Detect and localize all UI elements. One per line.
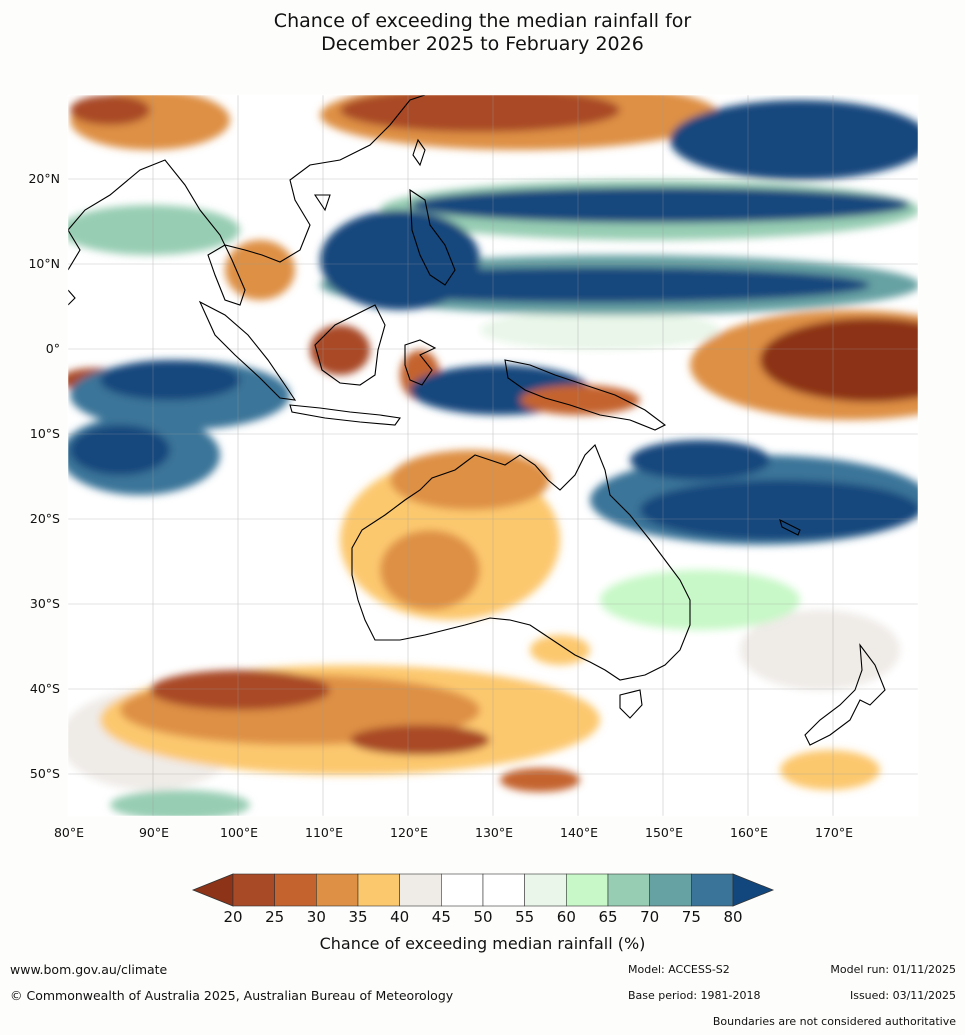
lon-label-120e: 120°E <box>389 825 429 840</box>
colorbar-tick-label: 35 <box>348 908 368 926</box>
lat-label-30s: 30°S <box>29 596 60 611</box>
lat-label-20n: 20°N <box>28 171 60 186</box>
lon-label-130e: 130°E <box>474 825 514 840</box>
map-title: Chance of exceeding the median rainfall … <box>0 10 965 56</box>
footer-model-run: Model run: 01/11/2025 <box>830 963 956 976</box>
taiwan-coastline <box>412 138 426 167</box>
india-coastline <box>68 229 81 271</box>
footer-model: Model: ACCESS-S2 <box>628 963 730 976</box>
colorbar-tick-label: 55 <box>515 908 535 926</box>
lon-label-90e: 90°E <box>138 825 170 840</box>
new-caledonia-coastline <box>779 518 801 536</box>
footer-copyright: © Commonwealth of Australia 2025, Austra… <box>10 988 454 1003</box>
colorbar-tick-label: 75 <box>681 908 701 926</box>
title-line-1: Chance of exceeding the median rainfall … <box>273 10 692 32</box>
lat-label-20s: 20°S <box>29 511 60 526</box>
rainfall-field <box>68 95 918 816</box>
lon-label-170e: 170°E <box>814 825 854 840</box>
colorbar-tick-label: 30 <box>306 908 326 926</box>
colorbar-tick-label: 65 <box>598 908 618 926</box>
title-line-2: December 2025 to February 2026 <box>321 33 644 55</box>
colorbar-tick-label: 25 <box>265 908 285 926</box>
colorbar-tick-label: 40 <box>390 908 410 926</box>
lon-label-160e: 160°E <box>729 825 769 840</box>
footer-issued: Issued: 03/11/2025 <box>849 989 956 1002</box>
sulawesi-coastline <box>404 339 437 386</box>
philippines-coastline <box>409 188 456 286</box>
footer-base-period: Base period: 1981-2018 <box>628 989 761 1002</box>
graticule <box>68 95 918 816</box>
mainland-asia-coastline <box>68 95 426 306</box>
new-zealand-coastline <box>804 643 886 746</box>
sri-lanka-coastline <box>68 289 76 306</box>
coastlines <box>68 95 886 746</box>
sumatra-coastline <box>198 300 297 401</box>
map-frame <box>67 94 919 817</box>
colorbar-tick-label: 80 <box>723 908 743 926</box>
colorbar-tick-label: 45 <box>431 908 451 926</box>
borneo-coastline <box>314 304 386 386</box>
lon-label-80e: 80°E <box>53 825 85 840</box>
colorbar-tick-label: 50 <box>473 908 493 926</box>
new-guinea-coastline <box>504 359 667 431</box>
lon-label-140e: 140°E <box>559 825 599 840</box>
footer-disclaimer: Boundaries are not considered authoritat… <box>712 1015 956 1028</box>
colorbar-label: Chance of exceeding median rainfall (%) <box>319 934 646 953</box>
hainan-coastline <box>313 194 331 212</box>
lon-label-150e: 150°E <box>644 825 684 840</box>
colorbar-tick-label: 20 <box>223 908 243 926</box>
lat-label-10n: 10°N <box>28 256 60 271</box>
lat-label-0: 0° <box>45 341 60 356</box>
colorbar-tick-label: 60 <box>556 908 576 926</box>
colorbar-tick-label: 70 <box>640 908 660 926</box>
java-coastline <box>289 404 401 426</box>
lon-label-110e: 110°E <box>304 825 344 840</box>
australia-coastline <box>351 444 691 681</box>
lat-label-50s: 50°S <box>29 766 60 781</box>
lat-label-40s: 40°S <box>29 681 60 696</box>
lat-label-10s: 10°S <box>29 426 60 441</box>
tasmania-coastline <box>619 689 643 719</box>
footer-url: www.bom.gov.au/climate <box>10 962 168 977</box>
lon-label-100e: 100°E <box>219 825 259 840</box>
